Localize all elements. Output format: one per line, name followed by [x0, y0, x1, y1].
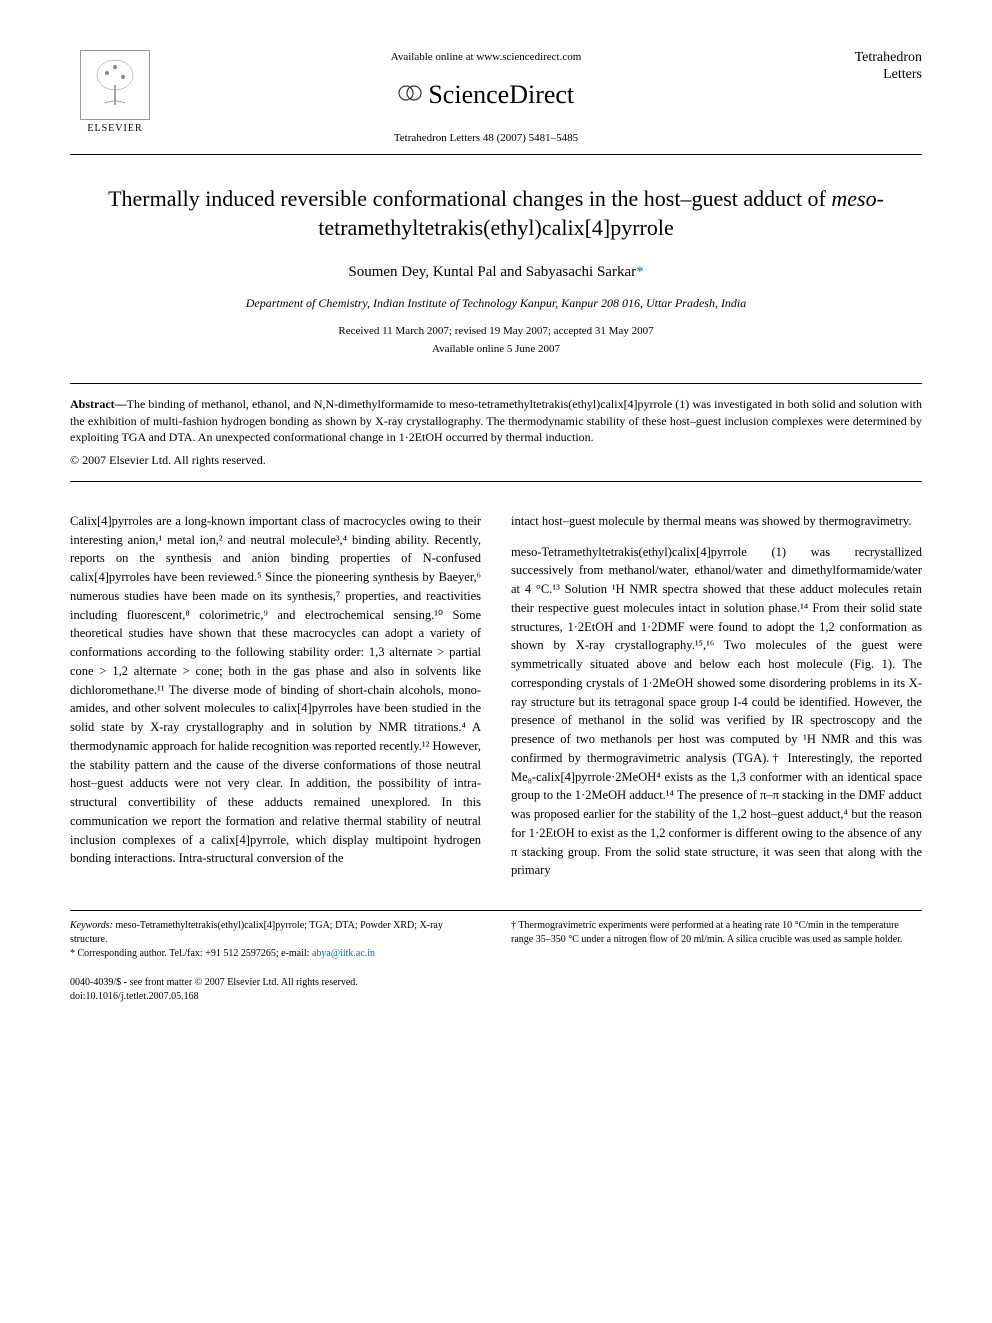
- body-columns: Calix[4]pyrroles are a long-known import…: [70, 512, 922, 880]
- authors-text: Soumen Dey, Kuntal Pal and Sabyasachi Sa…: [348, 264, 636, 280]
- footer: Keywords: meso-Tetramethyltetrakis(ethyl…: [70, 910, 922, 961]
- abstract-copyright: © 2007 Elsevier Ltd. All rights reserved…: [70, 452, 922, 469]
- abstract-label: Abstract—: [70, 397, 127, 411]
- available-online-text: Available online at www.sciencedirect.co…: [160, 50, 812, 65]
- corresponding-email[interactable]: abya@iitk.ac.in: [312, 948, 375, 959]
- available-date: Available online 5 June 2007: [70, 342, 922, 357]
- doi-text: doi:10.1016/j.tetlet.2007.05.168: [70, 990, 922, 1004]
- footer-left: Keywords: meso-Tetramethyltetrakis(ethyl…: [70, 919, 481, 961]
- issn-text: 0040-4039/$ - see front matter © 2007 El…: [70, 976, 922, 990]
- abstract-text: The binding of methanol, ethanol, and N,…: [70, 397, 922, 445]
- corresponding-info: * Corresponding author. Tel./fax: +91 51…: [70, 947, 481, 961]
- sciencedirect-icon: [398, 79, 422, 115]
- elsevier-logo: ELSEVIER: [70, 50, 160, 136]
- center-header: Available online at www.sciencedirect.co…: [160, 50, 812, 146]
- paragraph: intact host–guest molecule by thermal me…: [511, 512, 922, 531]
- column-right: intact host–guest molecule by thermal me…: [511, 512, 922, 880]
- corresponding-label: * Corresponding author. Tel./fax: +91 51…: [70, 948, 312, 959]
- journal-reference: Tetrahedron Letters 48 (2007) 5481–5485: [160, 131, 812, 146]
- sciencedirect-text: ScienceDirect: [428, 80, 574, 109]
- column-left: Calix[4]pyrroles are a long-known import…: [70, 512, 481, 880]
- affiliation: Department of Chemistry, Indian Institut…: [70, 295, 922, 312]
- paper-title: Thermally induced reversible conformatio…: [70, 185, 922, 242]
- dagger-note: † Thermogravimetric experiments were per…: [511, 919, 922, 947]
- elsevier-tree-icon: [80, 50, 150, 120]
- paragraph: meso-Tetramethyltetrakis(ethyl)calix[4]p…: [511, 543, 922, 881]
- title-italic: meso: [831, 186, 876, 211]
- corresponding-marker: *: [636, 264, 644, 280]
- paper-header: ELSEVIER Available online at www.science…: [70, 50, 922, 146]
- keywords: Keywords: meso-Tetramethyltetrakis(ethyl…: [70, 919, 481, 947]
- received-dates: Received 11 March 2007; revised 19 May 2…: [70, 324, 922, 339]
- header-divider: [70, 154, 922, 155]
- journal-name-line2: Letters: [812, 67, 922, 84]
- elsevier-text: ELSEVIER: [87, 122, 142, 136]
- authors-list: Soumen Dey, Kuntal Pal and Sabyasachi Sa…: [70, 262, 922, 283]
- keywords-text: meso-Tetramethyltetrakis(ethyl)calix[4]p…: [70, 920, 443, 945]
- journal-name-line1: Tetrahedron: [812, 50, 922, 67]
- keywords-label: Keywords:: [70, 920, 113, 931]
- footer-right: † Thermogravimetric experiments were per…: [511, 919, 922, 961]
- abstract-block: Abstract—The binding of methanol, ethano…: [70, 383, 922, 482]
- title-prefix: Thermally induced reversible conformatio…: [108, 186, 831, 211]
- sciencedirect-logo: ScienceDirect: [160, 77, 812, 115]
- doi-block: 0040-4039/$ - see front matter © 2007 El…: [70, 976, 922, 1004]
- journal-name: Tetrahedron Letters: [812, 50, 922, 84]
